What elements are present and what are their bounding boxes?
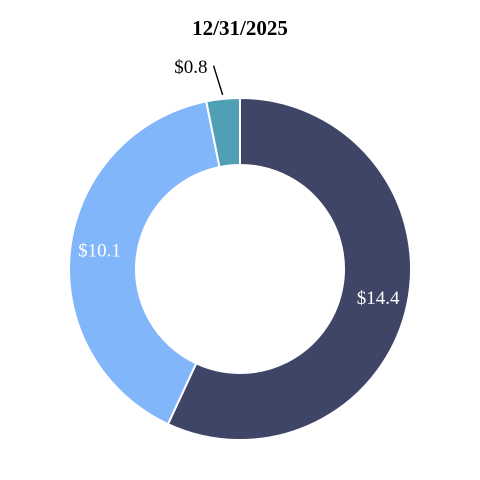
leader-line-0-8 [212,65,224,96]
slice-label-14-4: $14.4 [357,288,400,309]
donut-slice-10-1 [68,100,221,426]
slice-label-10-1: $10.1 [78,241,121,262]
slices-layer [68,97,412,441]
labels-layer: $14.4 $10.1 $0.8 [78,57,400,309]
slice-label-0-8: $0.8 [174,57,207,78]
chart-title: 12/31/2025 [192,16,288,40]
donut-slice-0-8 [205,97,241,169]
donut-slice-14-4 [167,97,412,441]
